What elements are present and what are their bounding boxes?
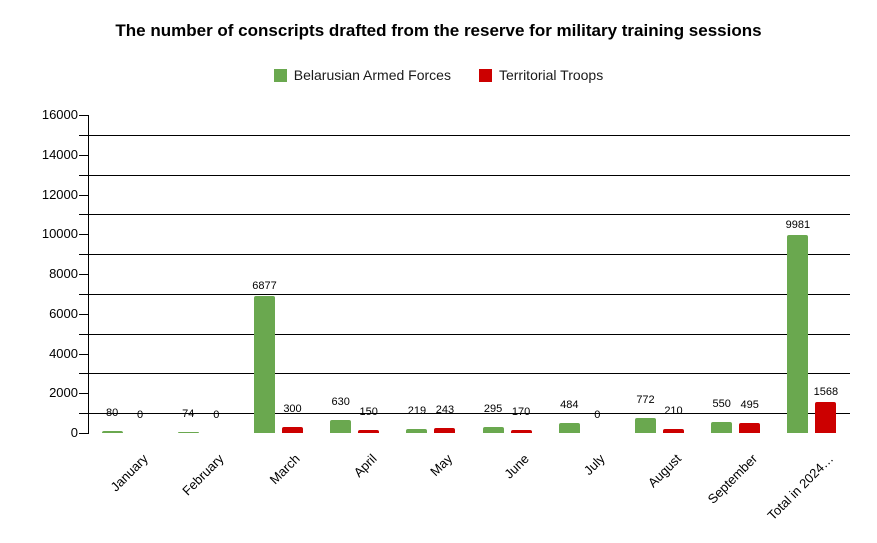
y-axis-tick <box>79 373 88 374</box>
value-label-belarusian-armed-forces: 6877 <box>252 280 277 293</box>
gridline <box>88 254 850 255</box>
y-tick-label: 0 <box>70 425 78 440</box>
y-tick-label: 2000 <box>49 385 78 401</box>
y-axis-tick <box>79 195 88 196</box>
category-label: February <box>179 451 227 499</box>
category-label: April <box>350 451 380 481</box>
value-label-territorial-troops: 243 <box>435 404 455 417</box>
value-label-belarusian-armed-forces: 219 <box>407 404 427 417</box>
y-axis-tick <box>79 413 88 414</box>
value-label-belarusian-armed-forces: 484 <box>560 399 579 412</box>
bar-territorial-troops <box>510 429 532 433</box>
category-label: March <box>266 451 304 488</box>
gridline <box>88 214 850 215</box>
legend-swatch-icon <box>273 68 287 82</box>
y-axis-tick <box>79 433 88 434</box>
y-axis-tick <box>79 115 88 116</box>
value-label-belarusian-armed-forces: 295 <box>483 403 503 416</box>
y-tick-label: 10000 <box>41 226 78 242</box>
y-tick-label: 12000 <box>41 186 78 202</box>
legend-label: Belarusian Armed Forces <box>293 67 451 83</box>
category-label: January <box>107 451 151 495</box>
y-axis-line <box>88 115 89 434</box>
value-label-belarusian-armed-forces: 550 <box>712 398 731 411</box>
gridline <box>88 334 850 335</box>
y-axis-tick <box>79 354 88 355</box>
category-label: May <box>427 451 456 479</box>
bar-belarusian-armed-forces <box>330 420 352 433</box>
y-axis-tick <box>79 234 88 235</box>
bar-belarusian-armed-forces <box>177 431 199 433</box>
bar-territorial-troops <box>815 401 837 433</box>
legend-label: Territorial Troops <box>498 67 604 83</box>
value-label-belarusian-armed-forces: 80 <box>105 407 119 420</box>
gridline <box>88 135 850 136</box>
legend-item-belarusian-armed-forces: Belarusian Armed Forces <box>273 67 451 83</box>
bar-territorial-troops <box>739 423 761 433</box>
value-label-territorial-troops: 150 <box>359 406 378 419</box>
value-label-territorial-troops: 300 <box>283 403 302 416</box>
legend: Belarusian Armed Forces Territorial Troop… <box>0 67 877 83</box>
value-label-territorial-troops: 1568 <box>813 385 839 398</box>
bar-territorial-troops <box>434 428 456 433</box>
bar-belarusian-armed-forces <box>406 428 428 433</box>
y-axis-tick <box>79 155 88 156</box>
value-label-territorial-troops: 495 <box>740 399 759 412</box>
category-label: Total in 2024… <box>764 451 837 523</box>
y-axis-tick <box>79 175 88 176</box>
bar-belarusian-armed-forces <box>101 431 123 433</box>
legend-swatch-icon <box>478 68 492 82</box>
y-tick-label: 8000 <box>49 266 78 281</box>
gridline <box>88 373 850 374</box>
gridline <box>88 413 850 414</box>
y-tick-label: 4000 <box>49 345 78 361</box>
y-axis-tick <box>79 135 88 136</box>
gridline <box>88 175 850 176</box>
y-axis-tick <box>79 393 88 394</box>
bar-belarusian-armed-forces <box>635 417 656 433</box>
category-label: June <box>501 451 532 482</box>
y-tick-label: 14000 <box>41 146 78 162</box>
y-axis-tick <box>79 214 88 215</box>
bar-belarusian-armed-forces <box>254 296 275 433</box>
y-axis-tick <box>79 274 88 275</box>
value-label-belarusian-armed-forces: 630 <box>331 396 350 409</box>
value-label-territorial-troops: 170 <box>511 405 531 418</box>
y-axis-tick <box>79 314 88 315</box>
value-label-territorial-troops: 0 <box>137 409 144 421</box>
value-label-territorial-troops: 0 <box>213 409 220 421</box>
bar-territorial-troops <box>358 430 380 433</box>
bar-territorial-troops <box>282 427 303 433</box>
bar-territorial-troops <box>663 428 684 433</box>
y-tick-label: 16000 <box>41 107 78 122</box>
category-label: August <box>644 451 685 491</box>
category-label: July <box>580 451 608 478</box>
bar-belarusian-armed-forces <box>787 234 809 433</box>
value-label-belarusian-armed-forces: 9981 <box>785 218 811 231</box>
value-label-territorial-troops: 210 <box>664 404 683 417</box>
value-label-belarusian-armed-forces: 74 <box>182 407 195 420</box>
chart-title: The number of conscripts drafted from th… <box>115 21 762 40</box>
y-tick-label: 6000 <box>49 305 78 321</box>
bar-belarusian-armed-forces <box>482 427 504 433</box>
gridline <box>88 294 850 295</box>
y-axis-tick <box>79 254 88 255</box>
y-axis-tick <box>79 294 88 295</box>
legend-item-territorial-troops: Territorial Troops <box>478 67 604 83</box>
value-label-territorial-troops: 0 <box>594 409 601 421</box>
value-label-belarusian-armed-forces: 772 <box>636 393 655 406</box>
y-axis-tick <box>79 334 88 335</box>
bar-belarusian-armed-forces <box>558 423 580 433</box>
category-label: September <box>704 451 761 507</box>
bar-belarusian-armed-forces <box>711 422 733 433</box>
